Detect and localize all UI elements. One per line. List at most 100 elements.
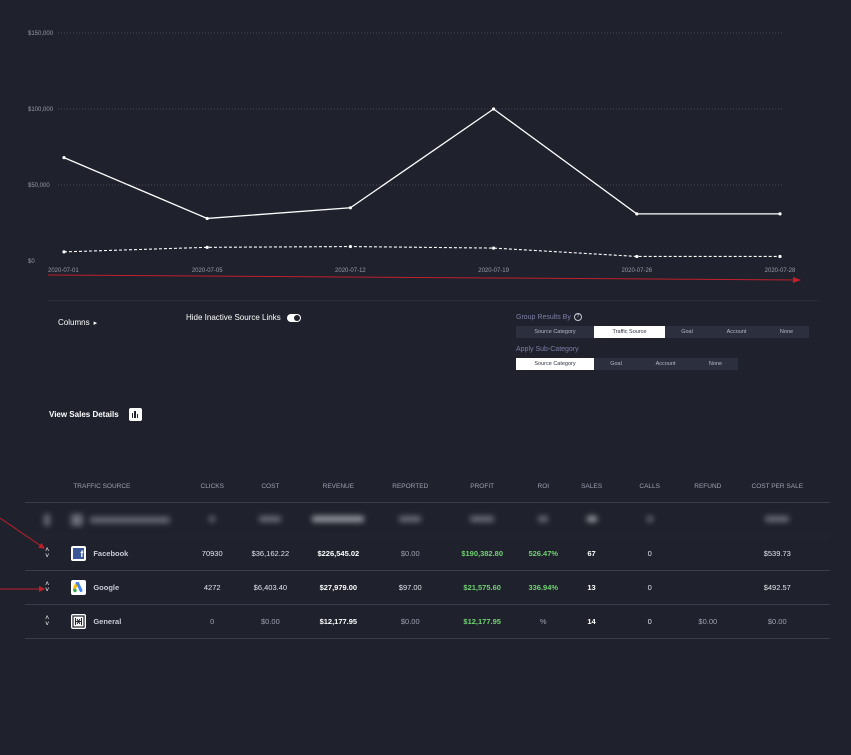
clicks-cell: 70930: [201, 549, 223, 558]
x-tick-label: 2020-07-05: [192, 268, 223, 274]
group-option-account[interactable]: Account: [709, 326, 764, 338]
data-point: [778, 212, 782, 216]
sub-category-segmented: Source Category Goal Account None: [516, 358, 738, 370]
y-tick-label: $50,000: [28, 183, 50, 189]
sales-cell: 13: [587, 583, 596, 592]
performance-chart: $150,000 $100,000 $50,000 $0 2020-07-01 2020-…: [0, 0, 851, 290]
sub-category-heading: Apply Sub-Category: [516, 346, 579, 353]
general-icon: [71, 614, 87, 629]
reorder-icon[interactable]: ˄ ˅: [45, 580, 50, 594]
sub-option-none[interactable]: None: [693, 358, 738, 370]
bar-chart-icon[interactable]: [128, 408, 142, 421]
calls-cell: 0: [647, 549, 652, 558]
help-icon[interactable]: ?: [573, 313, 582, 321]
series-line: [63, 246, 780, 257]
facebook-icon: f: [71, 546, 87, 561]
data-point: [348, 206, 352, 210]
calls-cell: 0: [647, 617, 652, 626]
table-row-google[interactable]: ˄ ˅ Google 4272 $6,403.40 $27,979.00 $97.…: [25, 571, 830, 605]
cost-cell: $0.00: [260, 617, 280, 626]
data-point: [778, 254, 782, 259]
col-header-calls[interactable]: CALLS: [639, 482, 660, 490]
source-name[interactable]: General: [93, 617, 122, 626]
col-header-profit[interactable]: PROFIT: [470, 482, 495, 490]
x-tick-label: 2020-07-19: [478, 268, 509, 274]
table-row-facebook[interactable]: ˄ ˅ f Facebook 70930 $36,162.22 $226,545.…: [25, 537, 830, 571]
reported-cell: $0.00: [400, 617, 420, 626]
group-option-source-category[interactable]: Source Category: [516, 326, 594, 338]
col-header-cost-per-sale[interactable]: COST PER SALE: [751, 482, 804, 490]
clicks-cell: 0: [210, 617, 215, 626]
group-results-label: Group Results By: [516, 313, 571, 321]
source-name[interactable]: Facebook: [93, 549, 129, 558]
sub-category-label: Apply Sub-Category: [516, 346, 579, 353]
x-tick-label: 2020-07-01: [48, 268, 79, 274]
calls-cell: 0: [647, 583, 652, 592]
data-point: [635, 212, 639, 216]
y-tick-label: $0: [28, 259, 35, 265]
roi-cell: 526.47%: [528, 549, 559, 558]
group-results-segmented: Source Category Traffic Source Goal Acco…: [516, 326, 809, 338]
col-header-refund[interactable]: REFUND: [694, 482, 722, 490]
data-point: [348, 244, 352, 249]
revenue-cell: $12,177.95: [319, 617, 358, 626]
group-option-goal[interactable]: Goal: [665, 326, 709, 338]
hide-inactive-label: Hide Inactive Source Links: [186, 313, 281, 322]
col-header-cost[interactable]: COST: [261, 482, 280, 490]
section-divider: [48, 300, 818, 301]
view-sales-details: View Sales Details: [49, 408, 142, 421]
profit-cell: $21,575.60: [463, 583, 501, 592]
sales-cell: 14: [587, 617, 596, 626]
reorder-icon[interactable]: ˄ ˅: [45, 546, 50, 560]
data-point: [492, 246, 496, 250]
table-row-general[interactable]: ˄ ˅ General 0 $0.00 $12,177.95 $0.00 $12,…: [25, 605, 830, 639]
data-point: [62, 156, 66, 160]
cost-cell: $36,162.22: [251, 549, 290, 558]
refund-cell: $0.00: [698, 617, 718, 626]
sub-option-source-category[interactable]: Source Category: [516, 358, 594, 370]
columns-button[interactable]: Columns ▸: [58, 318, 97, 327]
annotation-arrow-facebook: [0, 517, 45, 549]
col-header-clicks[interactable]: CLICKS: [200, 482, 224, 490]
line-chart-svg: $150,000 $100,000 $50,000 $0 2020-07-01 2020-…: [28, 31, 801, 283]
data-point: [205, 216, 209, 221]
x-tick-label: 2020-07-28: [765, 268, 796, 274]
x-tick-label: 2020-07-12: [335, 268, 366, 274]
cost-cell: $6,403.40: [253, 583, 288, 592]
annotation-arrows: [0, 517, 45, 592]
hide-inactive-row: Hide Inactive Source Links: [186, 313, 301, 322]
group-option-none[interactable]: None: [764, 326, 809, 338]
chevron-right-icon: ▸: [93, 319, 98, 327]
profit-cell: $12,177.95: [463, 617, 501, 626]
col-header-roi[interactable]: ROI: [537, 482, 550, 490]
col-header-source[interactable]: TRAFFIC SOURCE: [73, 482, 131, 490]
traffic-source-table: TRAFFIC SOURCE CLICKS COST REVENUE REPOR…: [25, 470, 830, 639]
group-option-traffic-source[interactable]: Traffic Source: [594, 326, 665, 338]
view-sales-label: View Sales Details: [49, 410, 119, 419]
data-point: [62, 250, 66, 254]
clicks-cell: 4272: [203, 583, 221, 592]
cost-per-sale-cell: $0.00: [767, 617, 787, 626]
data-point: [492, 107, 496, 111]
reorder-icon[interactable]: ˄ ˅: [45, 614, 50, 628]
table-row-redacted: [25, 503, 830, 537]
y-tick-label: $100,000: [28, 107, 54, 113]
columns-label: Columns: [58, 318, 90, 327]
col-header-reported[interactable]: REPORTED: [392, 482, 429, 490]
annotation-arrow-timeline: [47, 274, 801, 283]
y-tick-label: $150,000: [28, 31, 54, 37]
sales-cell: 67: [587, 549, 596, 558]
profit-cell: $190,382.80: [461, 549, 504, 558]
google-ads-icon: [71, 580, 87, 595]
group-results-heading: Group Results By ?: [516, 313, 582, 321]
table-header: TRAFFIC SOURCE CLICKS COST REVENUE REPOR…: [25, 470, 830, 503]
source-name[interactable]: Google: [93, 583, 120, 592]
col-header-revenue[interactable]: REVENUE: [322, 482, 355, 490]
roi-cell: 336.94%: [528, 583, 559, 592]
col-header-sales[interactable]: SALES: [581, 482, 603, 490]
cost-per-sale-cell: $539.73: [763, 549, 791, 558]
revenue-cell: $226,545.02: [317, 549, 360, 558]
sub-option-account[interactable]: Account: [638, 358, 693, 370]
hide-inactive-toggle[interactable]: [286, 313, 301, 322]
sub-option-goal[interactable]: Goal: [594, 358, 638, 370]
